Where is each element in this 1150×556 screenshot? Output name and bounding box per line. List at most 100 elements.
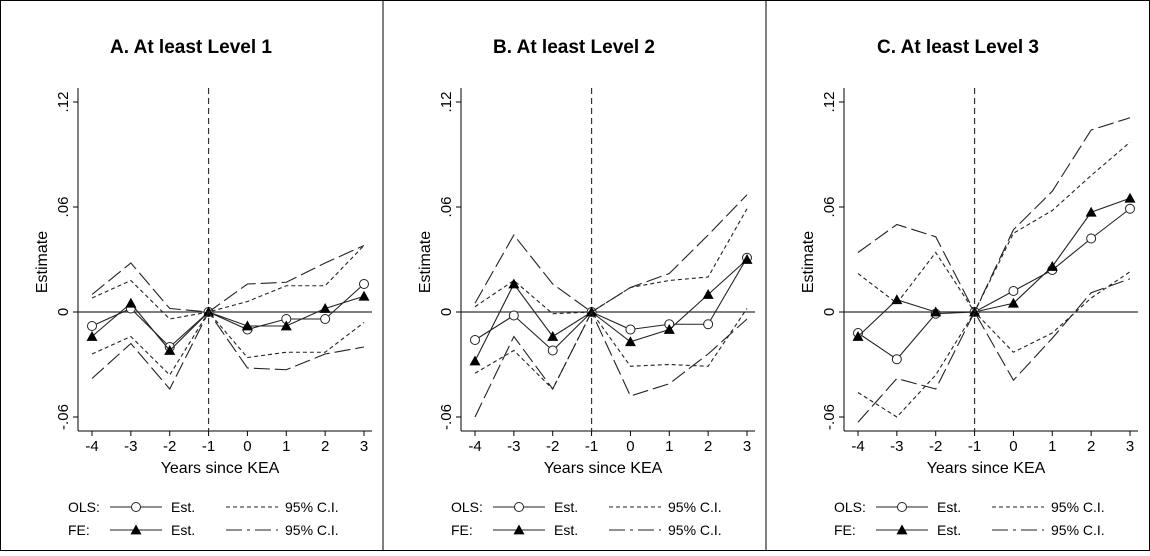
y-tick-label: 0	[438, 308, 455, 316]
panel-b: B. At least Level 2 Estimate Years since…	[417, 37, 722, 538]
series-ols-95-c-i-lower-line	[474, 308, 748, 390]
fe-est-point	[624, 336, 636, 347]
x-tick-label: -1	[585, 438, 598, 455]
series-fe-95-c-i-lower-line	[474, 310, 748, 418]
x-tick-label: 3	[360, 438, 368, 455]
legend-fe-est-label: Est.	[171, 522, 195, 538]
series-ols-95-c-i-lower-line	[91, 311, 365, 376]
y-tick-label: .06	[821, 197, 838, 218]
panel-title: A. At least Level 1	[110, 37, 272, 58]
series-fe-95-c-i-upper-line	[857, 117, 1131, 314]
series-ols-95-c-i-lower-line	[857, 271, 1131, 418]
x-tick-label: 1	[282, 438, 290, 455]
x-axis-label: Years since KEA	[161, 460, 280, 477]
ols-est-point	[625, 324, 636, 335]
x-tick-label: 3	[1126, 438, 1134, 455]
x-tick-label: -2	[546, 438, 559, 455]
fe-est-point	[125, 297, 137, 308]
x-tick-label: -2	[929, 438, 942, 455]
legend-fe-label: FE:	[451, 522, 473, 538]
series-fe-95-c-i-lower-line	[91, 310, 365, 390]
y-tick-label: -.06	[821, 404, 838, 430]
y-tick-label: .06	[438, 197, 455, 218]
series-ols-95-c-i-upper-line	[857, 141, 1131, 314]
legend-ols-est-marker	[131, 502, 141, 512]
panel-a: A. At least Level 1 Estimate Years since…	[34, 37, 339, 538]
series-fe-est-line	[857, 197, 1131, 337]
series-fe-95-c-i-lower-line	[857, 278, 1131, 423]
panel-title: B. At least Level 2	[493, 37, 655, 58]
x-tick-label: 1	[665, 438, 673, 455]
x-tick-label: 3	[743, 438, 751, 455]
x-tick-label: 0	[1009, 438, 1017, 455]
series-ols-est-line	[91, 283, 365, 348]
fe-est-point	[663, 324, 675, 334]
legend-fe-label: FE:	[68, 522, 90, 538]
ols-est-point	[359, 279, 369, 289]
ols-est-point	[508, 310, 519, 321]
x-tick-label: 0	[243, 438, 251, 455]
legend-fe-est-marker	[513, 524, 525, 535]
ols-est-point	[1125, 203, 1135, 214]
panel-c: C. At least Level 3 Estimate Years since…	[800, 37, 1105, 538]
fe-est-point	[1124, 192, 1136, 203]
legend-ols-est-marker	[514, 502, 524, 512]
legend-ols-est-marker	[897, 502, 907, 512]
y-tick-label: .12	[821, 92, 838, 113]
ols-est-point	[87, 321, 97, 331]
panel-plot: .12 .06 0 -.06 -4 -3 -2 -1 0 1 2 3	[55, 88, 372, 535]
fe-est-point	[280, 320, 292, 331]
fe-est-point	[1007, 297, 1019, 308]
legend-ols-label: OLS:	[834, 499, 866, 515]
x-tick-label: -3	[890, 438, 903, 455]
legend-ols-ci-label: 95% C.I.	[285, 499, 339, 515]
x-tick-label: 2	[321, 438, 329, 455]
fe-est-point	[1046, 261, 1058, 271]
fe-est-point	[164, 345, 176, 355]
x-axis-label: Years since KEA	[544, 460, 663, 477]
series-ols-est-line	[857, 208, 1131, 360]
legend-ols-label: OLS:	[68, 499, 100, 515]
legend-ols-est-label: Est.	[554, 499, 578, 515]
y-axis-label: Estimate	[800, 231, 817, 293]
series-fe-95-c-i-upper-line	[91, 244, 365, 313]
fe-est-point	[358, 290, 370, 301]
x-tick-label: 2	[704, 438, 712, 455]
fe-est-point	[319, 303, 331, 313]
series-ols-est-line	[474, 257, 748, 352]
legend-ols-est-label: Est.	[937, 499, 961, 515]
ols-est-point	[1086, 233, 1097, 244]
series-fe-95-c-i-upper-line	[474, 194, 748, 313]
ols-est-point	[891, 354, 902, 365]
legend-fe-ci-label: 95% C.I.	[1051, 522, 1105, 538]
fe-est-point	[930, 306, 942, 317]
y-tick-label: -.06	[55, 404, 72, 430]
series-fe-est-line	[474, 259, 748, 362]
panel-title: C. At least Level 3	[877, 37, 1039, 58]
fe-est-point	[86, 331, 98, 341]
x-tick-label: -1	[968, 438, 981, 455]
x-tick-label: -1	[202, 438, 215, 455]
x-tick-label: -4	[468, 438, 481, 455]
x-tick-label: -3	[124, 438, 137, 455]
y-tick-label: 0	[55, 308, 72, 316]
panel-plot: .12 .06 0 -.06 -4 -3 -2 -1 0 1 2 3	[438, 88, 755, 535]
ols-est-point	[320, 314, 331, 324]
y-tick-label: -.06	[438, 404, 455, 430]
legend-fe-ci-label: 95% C.I.	[285, 522, 339, 538]
x-tick-label: -2	[163, 438, 176, 455]
ols-est-point	[703, 319, 714, 330]
y-axis-label: Estimate	[34, 231, 51, 293]
x-tick-label: -4	[851, 438, 864, 455]
legend-fe-label: FE:	[834, 522, 856, 538]
legend-fe-est-marker	[130, 524, 142, 535]
y-tick-label: .12	[55, 92, 72, 113]
x-tick-label: -3	[507, 438, 520, 455]
legend-fe-ci-label: 95% C.I.	[668, 522, 722, 538]
legend-ols-ci-label: 95% C.I.	[1051, 499, 1105, 515]
y-tick-label: .06	[55, 197, 72, 218]
fe-est-point	[547, 331, 559, 341]
x-tick-label: 0	[626, 438, 634, 455]
y-tick-label: .12	[438, 92, 455, 113]
